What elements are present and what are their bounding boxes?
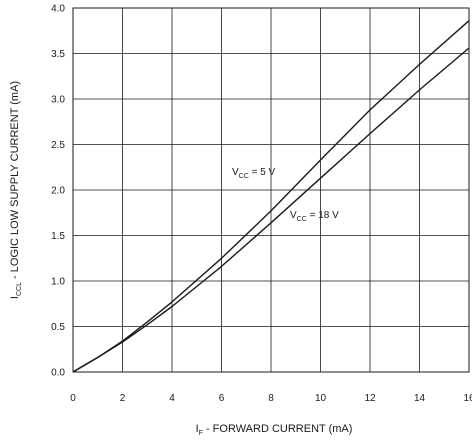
series-group [72,20,470,373]
tick-labels: 0 2 4 6 8 10 12 14 16 0.0 0.5 1.0 1.5 2.0 2.5 3.0 3.5 4.0 [51,4,472,405]
y-tick-label-2.0: 2.0 [51,186,65,197]
x-tick-label-2: 2 [120,393,126,404]
x-tick-label-10: 10 [315,393,327,404]
y-axis-label: ICCL - LOGIC LOW SUPPLY CURRENT (mA) [9,81,23,299]
y-tick-label-0.5: 0.5 [51,322,65,333]
y-tick-label-3.5: 3.5 [51,49,65,60]
y-tick-label-4.0: 4.0 [51,4,65,15]
series-label-vcc-5v: VCC = 5 V [232,167,276,180]
grid [72,7,470,373]
x-tick-label-6: 6 [219,393,225,404]
x-tick-label-8: 8 [268,393,274,404]
x-tick-label-12: 12 [364,393,376,404]
series-line-vcc-18v [72,47,470,373]
series-label-vcc-18v: VCC = 18 V [290,210,339,223]
x-tick-label-0: 0 [70,393,76,404]
y-tick-label-2.5: 2.5 [51,140,65,151]
y-tick-label-0.0: 0.0 [51,368,65,379]
y-tick-label-3.0: 3.0 [51,95,65,106]
x-tick-label-16: 16 [463,393,472,404]
x-tick-label-4: 4 [169,393,175,404]
y-tick-label-1.0: 1.0 [51,277,65,288]
plot-frame [72,7,470,373]
x-tick-label-14: 14 [414,393,426,404]
y-tick-label-1.5: 1.5 [51,231,65,242]
x-axis-label: IF - FORWARD CURRENT (mA) [196,423,353,437]
